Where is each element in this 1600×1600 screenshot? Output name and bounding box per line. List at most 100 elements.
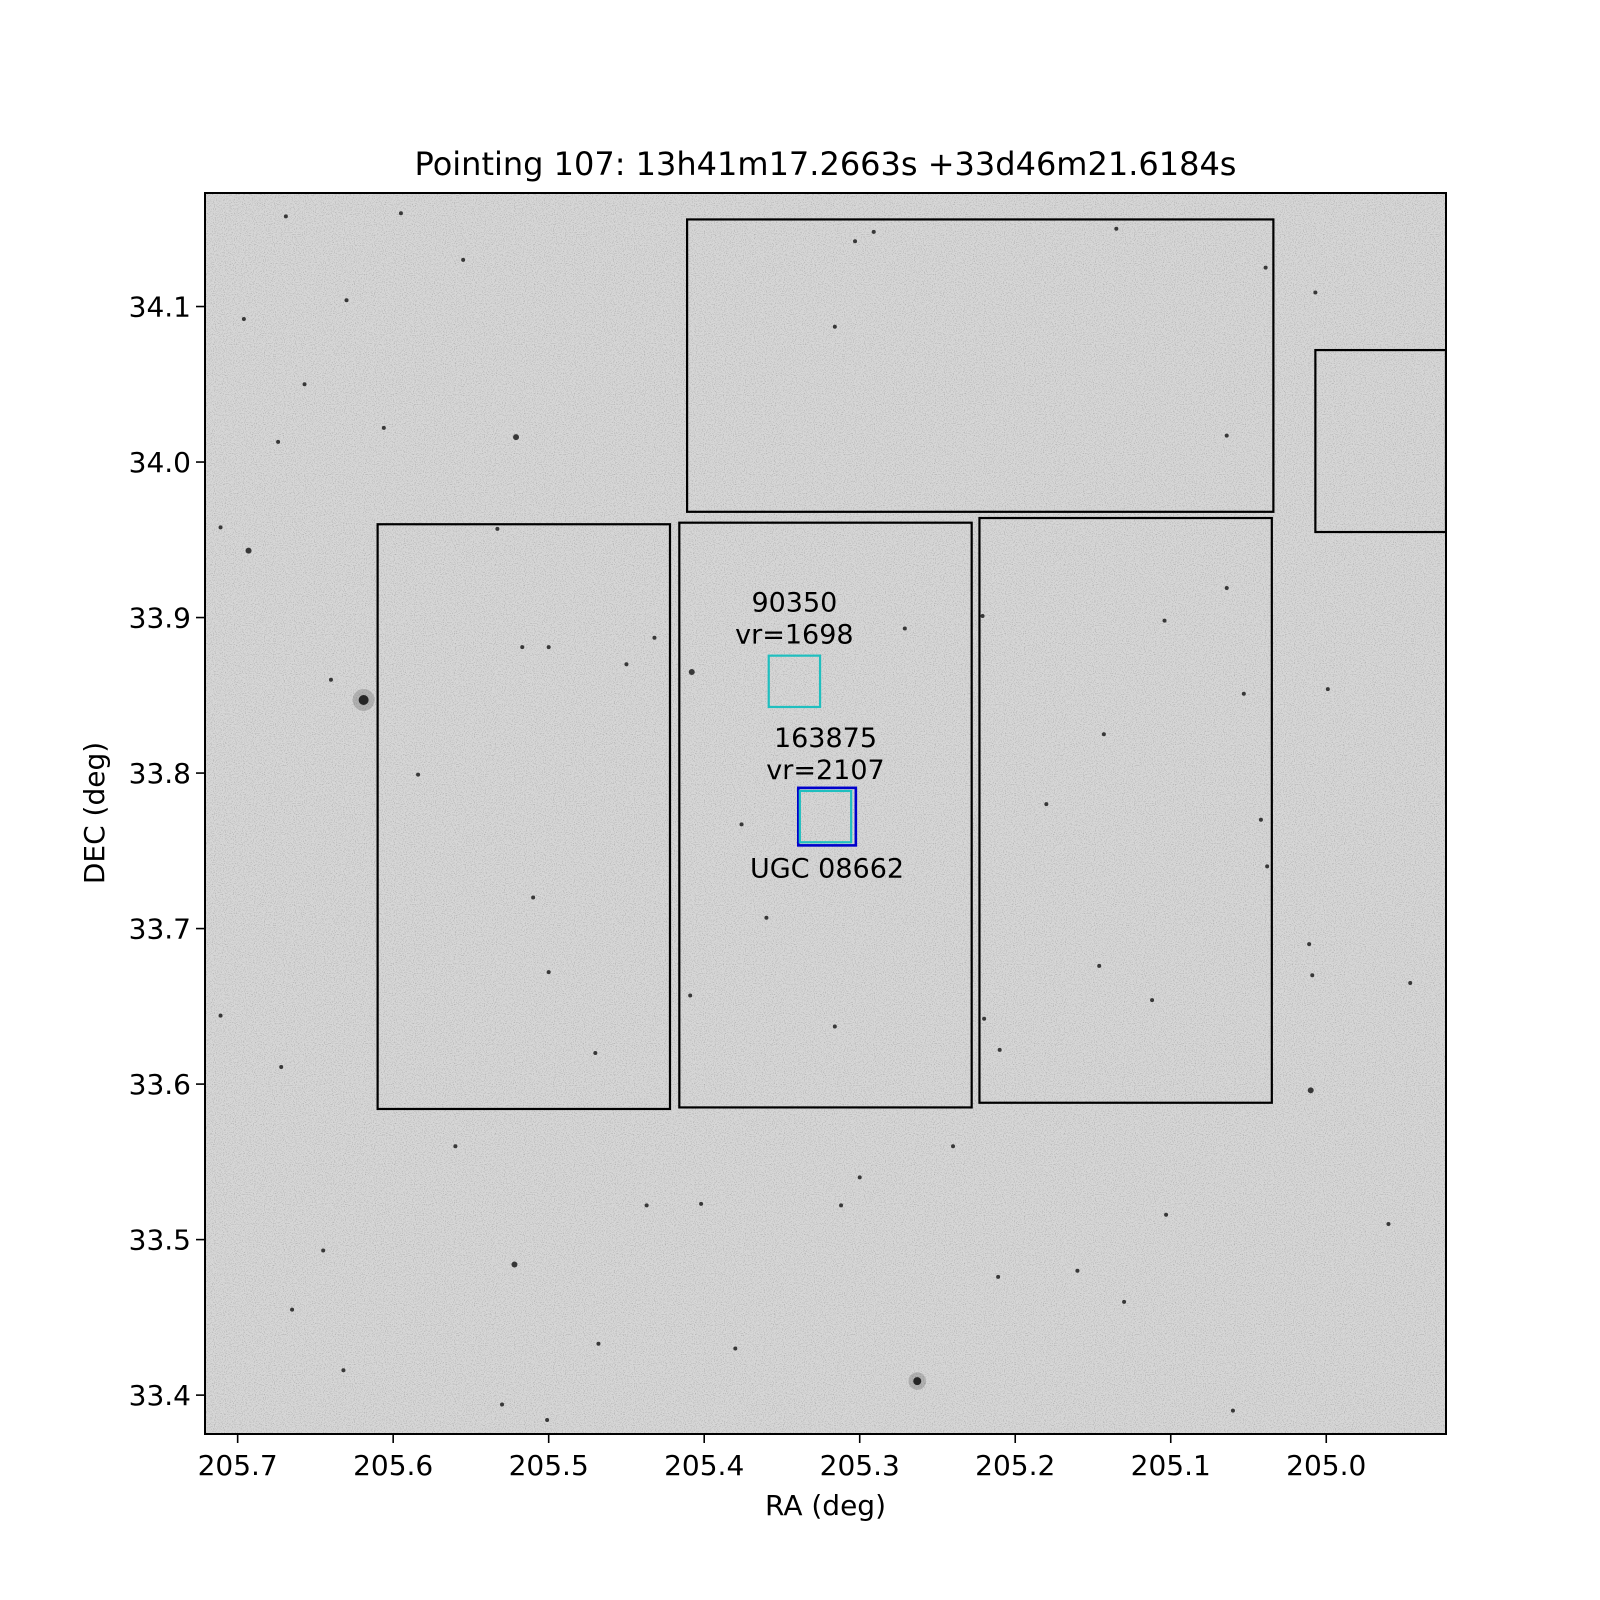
star-point [398,211,403,216]
y-axis-label: DEC (deg) [78,742,111,884]
star-point [764,915,769,920]
star-point [321,1248,326,1253]
star-point [644,1203,649,1208]
star-point [996,1274,1001,1279]
target-box [796,786,858,847]
star-point [328,677,333,682]
stars-layer [218,211,1413,1423]
star-point [341,1368,346,1373]
star-point [302,382,307,387]
x-tick-label: 205.2 [975,1449,1055,1482]
field-footprint [685,218,1275,513]
star-point [290,1307,295,1312]
star-point [857,1175,862,1180]
star-point [699,1201,704,1206]
star-point [344,298,349,303]
star-point [545,1418,550,1423]
star-point [283,214,288,219]
star-point [546,645,551,650]
star-point [1097,963,1102,968]
star-point [652,635,657,640]
star-point [531,895,536,900]
y-tick-label: 34.1 [129,291,191,324]
star-point [1408,981,1413,986]
star-point [453,1144,458,1149]
x-tick-label: 205.3 [820,1449,900,1482]
star-point [218,1013,223,1018]
chart-title: Pointing 107: 13h41m17.2663s +33d46m21.6… [415,145,1237,183]
star-point [218,525,223,530]
star-halo [908,1372,927,1390]
star-point [1263,265,1268,270]
y-axis: 33.4 33.5 33.6 33.7 33.8 33.9 34.0 34.1 [129,291,205,1412]
star-point [832,1024,837,1029]
star-point [520,645,525,650]
plot-frame [204,192,1447,1435]
y-tick-label: 33.5 [129,1224,191,1257]
source-velocity-label: vr=1698 [735,620,853,651]
star-point [1230,1408,1235,1413]
star-point [511,1261,518,1268]
source-id-label: 163875 [774,723,877,754]
star-point [1044,802,1049,807]
star-point [1075,1268,1080,1273]
star-point [1114,226,1119,231]
x-axis-label: RA (deg) [765,1489,886,1522]
star-point [1162,618,1167,623]
y-tick-label: 33.6 [129,1068,191,1101]
target-label: UGC 08662 [750,853,904,884]
star-point [871,229,876,234]
star-point [951,1144,956,1149]
star-point [513,434,520,441]
field-footprint [678,521,973,1109]
star-point [853,239,858,244]
x-tick-label: 205.6 [353,1449,433,1482]
star-point [739,822,744,827]
star-point [913,1377,922,1386]
star-point [1224,586,1229,591]
star-point [980,613,985,618]
star-halo [352,688,375,711]
star-point [1122,1299,1127,1304]
x-tick-label: 205.1 [1131,1449,1211,1482]
x-tick-label: 205.5 [509,1449,589,1482]
x-axis: 205.7 205.6 205.5 205.4 205.3 205.2 205.1 205.0 [198,1434,1366,1482]
star-point [832,324,837,329]
star-point [1258,817,1263,822]
star-point [241,316,246,321]
star-point [358,694,369,705]
star-point [1150,998,1155,1003]
x-tick-label: 205.7 [198,1449,278,1482]
sky-image-noise [205,193,1446,1434]
star-point [245,547,252,554]
star-point [1101,732,1106,737]
star-point [1313,290,1318,295]
star-point [1265,864,1270,869]
star-point [997,1047,1002,1052]
star-point [416,772,421,777]
star-point [839,1203,844,1208]
star-point [1164,1212,1169,1217]
star-point [546,970,551,975]
x-tick-label: 205.4 [664,1449,744,1482]
source-id-label: 90350 [751,588,837,619]
star-point [596,1341,601,1346]
star-point [276,439,281,444]
source-box [767,654,822,709]
y-tick-label: 33.4 [129,1379,191,1412]
source-velocity-label: vr=2107 [766,755,884,786]
y-tick-label: 34.0 [129,446,191,479]
field-footprints [376,218,1446,1111]
star-point [624,662,629,667]
star-point [593,1050,598,1055]
star-point [1310,973,1315,978]
y-tick-label: 33.9 [129,602,191,635]
star-point [279,1064,284,1069]
source-box [798,789,853,844]
star-point [1307,1087,1314,1094]
star-point [461,257,466,262]
star-point [1241,691,1246,696]
